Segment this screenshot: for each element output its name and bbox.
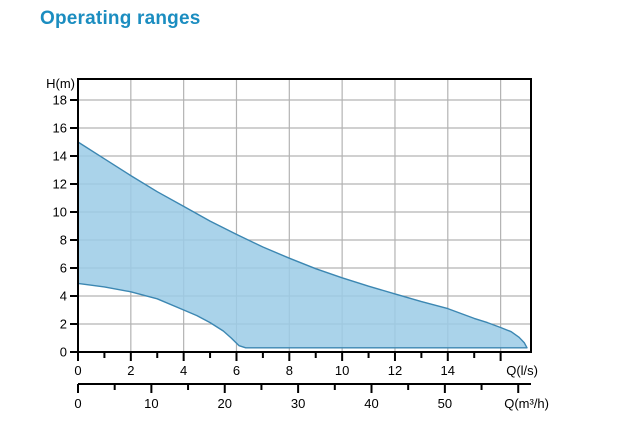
x-axis-m3h-tick-label: 0 [74,396,81,411]
x-axis-title-ls: Q(l/s) [506,363,538,378]
page-title: Operating ranges [40,8,201,29]
x-axis-tick-label: 14 [441,363,455,378]
x-axis-m3h-tick-label: 20 [218,396,232,411]
x-axis-ls: 0 2 4 6 8 10 12 14 Q(l/s) [74,353,538,378]
y-axis-tick-label: 10 [53,205,67,220]
x-axis-m3h-tick-label: 50 [438,396,452,411]
y-axis-tick-label: 12 [53,177,67,192]
x-axis-tick-label: 12 [388,363,402,378]
x-axis-tick-label: 2 [127,363,134,378]
y-axis-tick-label: 2 [60,317,67,332]
y-axis: 0 2 4 6 8 10 12 14 16 18 H(m) [46,76,77,360]
y-axis-tick-label: 18 [53,93,67,108]
y-axis-tick-label: 16 [53,121,67,136]
y-axis-tick-label: 6 [60,261,67,276]
y-axis-tick-label: 8 [60,233,67,248]
x-axis-title-m3h: Q(m³/h) [504,396,549,411]
x-axis-m3h-tick-label: 40 [364,396,378,411]
x-axis-tick-label: 8 [286,363,293,378]
x-axis-m3h-tick-label: 10 [144,396,158,411]
x-axis-tick-label: 4 [180,363,187,378]
y-axis-tick-label: 14 [53,149,67,164]
plot-border [77,78,532,353]
y-axis-tick-label: 0 [60,345,67,360]
y-axis-title: H(m) [46,76,75,91]
operating-range-region [77,141,528,349]
x-axis-tick-label: 10 [335,363,349,378]
x-axis-m3h-tick-label: 30 [291,396,305,411]
y-axis-tick-label: 4 [60,289,67,304]
x-axis-m3h: 0 10 20 30 40 50 Q(m³/h) [74,383,549,411]
x-axis-tick-label: 6 [233,363,240,378]
x-axis-tick-label: 0 [74,363,81,378]
